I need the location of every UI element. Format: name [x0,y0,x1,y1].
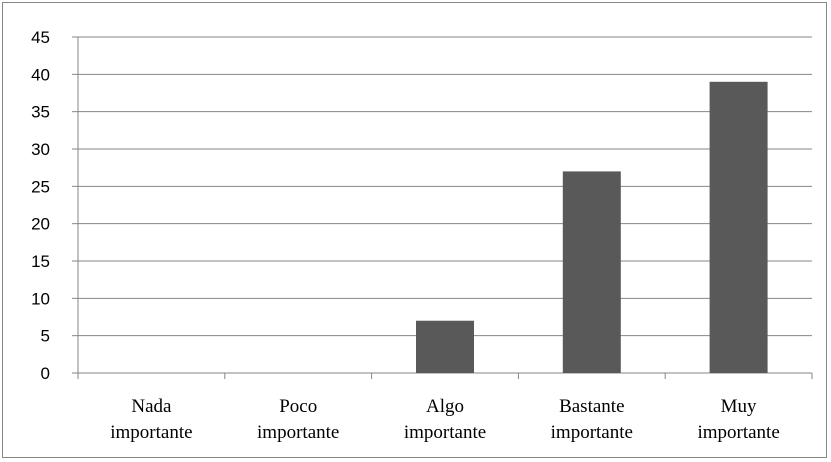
x-tick-label: Nada [131,396,172,417]
y-tick-label: 40 [31,65,50,84]
x-tick-label: Poco [279,396,317,417]
x-tick-label: Algo [426,396,464,417]
bar [709,81,768,374]
x-tick-label: Bastante [559,396,624,417]
bar [562,171,621,373]
y-tick-label: 35 [31,103,50,122]
x-tick-label: importante [551,422,633,443]
y-tick-label: 15 [31,252,50,271]
y-tick-label: 20 [31,215,50,234]
y-tick-label: 30 [31,140,50,159]
x-tick-label: importante [697,422,779,443]
y-tick-label: 25 [31,177,50,196]
x-tick-label: Muy [721,396,757,417]
y-tick-label: 0 [41,364,50,383]
y-tick-label: 10 [31,289,50,308]
x-tick-label: importante [404,422,486,443]
bar [416,320,474,373]
y-tick-label: 5 [41,327,50,346]
x-tick-label: importante [257,422,339,443]
x-tick-label: importante [110,422,192,443]
chart-frame [2,2,827,458]
y-tick-label: 45 [31,28,50,47]
